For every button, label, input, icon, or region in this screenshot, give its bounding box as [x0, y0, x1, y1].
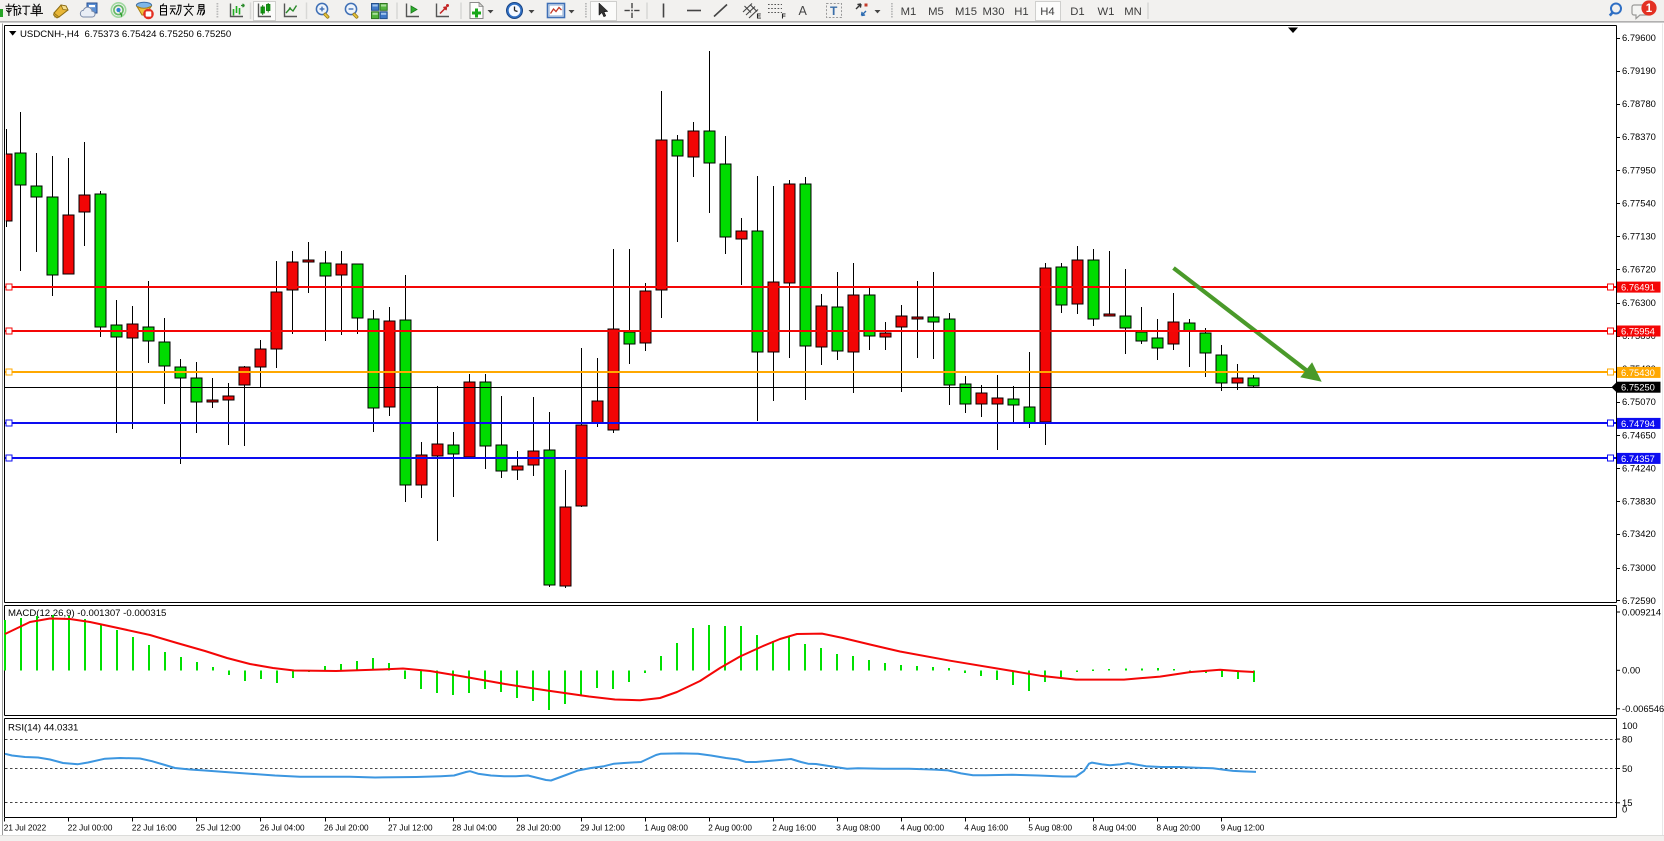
svg-text:28 Jul 04:00: 28 Jul 04:00 — [452, 824, 497, 833]
svg-text:M1: M1 — [901, 6, 917, 18]
svg-text:80: 80 — [1622, 733, 1632, 744]
svg-text:MN: MN — [1124, 6, 1142, 18]
svg-text:4 Aug 16:00: 4 Aug 16:00 — [964, 824, 1008, 833]
svg-text:T: T — [830, 4, 838, 18]
svg-text:6.78370: 6.78370 — [1622, 131, 1656, 142]
svg-text:F: F — [782, 14, 787, 21]
svg-text:5 Aug 08:00: 5 Aug 08:00 — [1028, 824, 1072, 833]
svg-text:6.74357: 6.74357 — [1621, 453, 1655, 464]
svg-text:25 Jul 12:00: 25 Jul 12:00 — [196, 824, 241, 833]
svg-text:26 Jul 04:00: 26 Jul 04:00 — [260, 824, 305, 833]
svg-text:4 Aug 00:00: 4 Aug 00:00 — [900, 824, 944, 833]
svg-text:6.72590: 6.72590 — [1622, 595, 1656, 606]
svg-text:6.75070: 6.75070 — [1622, 396, 1656, 407]
svg-text:USDCNH-,H4 6.75373 6.75424 6.: USDCNH-,H4 6.75373 6.75424 6.75250 6.752… — [20, 29, 231, 40]
svg-text:-0.006546: -0.006546 — [1622, 703, 1664, 714]
svg-text:50: 50 — [1622, 763, 1632, 774]
svg-text:6.77540: 6.77540 — [1622, 198, 1656, 209]
svg-text:H1: H1 — [1014, 6, 1028, 18]
svg-text:3 Aug 08:00: 3 Aug 08:00 — [836, 824, 880, 833]
svg-text:27 Jul 12:00: 27 Jul 12:00 — [388, 824, 433, 833]
svg-text:22 Jul 00:00: 22 Jul 00:00 — [68, 824, 113, 833]
svg-text:6.77130: 6.77130 — [1622, 231, 1656, 242]
svg-text:6.78780: 6.78780 — [1622, 98, 1656, 109]
svg-text:6.75430: 6.75430 — [1621, 367, 1655, 378]
svg-text:100: 100 — [1622, 720, 1638, 731]
svg-text:6.76720: 6.76720 — [1622, 263, 1656, 274]
svg-text:6.79190: 6.79190 — [1622, 65, 1656, 76]
svg-text:RSI(14) 44.0331: RSI(14) 44.0331 — [8, 723, 78, 734]
svg-text:1 Aug 08:00: 1 Aug 08:00 — [644, 824, 688, 833]
svg-text:A: A — [799, 4, 808, 18]
svg-text:6.74240: 6.74240 — [1622, 462, 1656, 473]
svg-text:29 Jul 12:00: 29 Jul 12:00 — [580, 824, 625, 833]
svg-text:1: 1 — [1646, 3, 1653, 15]
svg-text:6.74794: 6.74794 — [1621, 418, 1655, 429]
svg-text:0: 0 — [1622, 804, 1627, 815]
svg-text:6.76300: 6.76300 — [1622, 297, 1656, 308]
svg-text:22 Jul 16:00: 22 Jul 16:00 — [132, 824, 177, 833]
svg-text:2 Aug 16:00: 2 Aug 16:00 — [772, 824, 816, 833]
svg-text:W1: W1 — [1098, 6, 1115, 18]
svg-text:E: E — [757, 14, 762, 21]
svg-text:9 Aug 12:00: 9 Aug 12:00 — [1221, 824, 1265, 833]
svg-text:H4: H4 — [1040, 6, 1054, 18]
svg-text:0.00: 0.00 — [1622, 665, 1640, 676]
svg-text:M15: M15 — [955, 6, 977, 18]
svg-text:6.77950: 6.77950 — [1622, 165, 1656, 176]
svg-text:0.009214: 0.009214 — [1622, 606, 1661, 617]
svg-text:M5: M5 — [928, 6, 944, 18]
svg-text:6.73830: 6.73830 — [1622, 495, 1656, 506]
svg-text:D1: D1 — [1070, 6, 1084, 18]
svg-text:26 Jul 20:00: 26 Jul 20:00 — [324, 824, 369, 833]
svg-text:M30: M30 — [983, 6, 1005, 18]
svg-text:2 Aug 00:00: 2 Aug 00:00 — [708, 824, 752, 833]
svg-text:15: 15 — [1622, 797, 1632, 808]
svg-text:6.73420: 6.73420 — [1622, 528, 1656, 539]
svg-text:6.76491: 6.76491 — [1621, 282, 1655, 293]
svg-text:6.75954: 6.75954 — [1621, 326, 1655, 337]
svg-text:21 Jul 2022: 21 Jul 2022 — [4, 824, 47, 833]
svg-text:6.75250: 6.75250 — [1621, 382, 1655, 393]
svg-text:8 Aug 04:00: 8 Aug 04:00 — [1093, 824, 1137, 833]
svg-text:28 Jul 20:00: 28 Jul 20:00 — [516, 824, 561, 833]
svg-text:MACD(12,26,9) -0.001307 -0.000: MACD(12,26,9) -0.001307 -0.000315 — [8, 608, 166, 619]
svg-text:6.73000: 6.73000 — [1622, 562, 1656, 573]
svg-text:6.79600: 6.79600 — [1622, 32, 1656, 43]
svg-text:8 Aug 20:00: 8 Aug 20:00 — [1157, 824, 1201, 833]
svg-text:6.74650: 6.74650 — [1622, 430, 1656, 441]
